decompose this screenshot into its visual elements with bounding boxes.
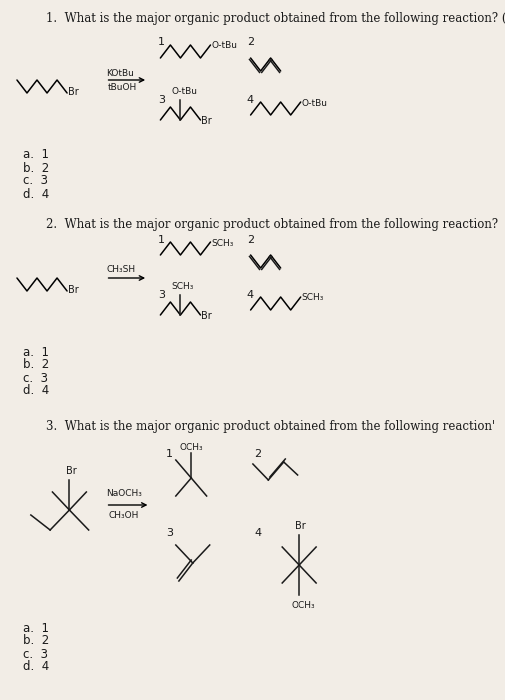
Text: d.  4: d. 4 [23,661,49,673]
Text: c.  3: c. 3 [23,174,48,188]
Text: 2: 2 [247,235,254,245]
Text: Br: Br [66,466,76,476]
Text: 4: 4 [247,290,254,300]
Text: Br: Br [201,311,212,321]
Text: c.  3: c. 3 [23,372,48,384]
Text: Br: Br [68,87,79,97]
Text: CH₃OH: CH₃OH [109,512,139,521]
Text: OCH₃: OCH₃ [291,601,315,610]
Text: 2: 2 [255,449,262,459]
Text: tBuOH: tBuOH [108,83,137,92]
Text: NaOCH₃: NaOCH₃ [107,489,142,498]
Text: 3: 3 [158,290,165,300]
Text: O-tBu: O-tBu [171,87,197,96]
Text: 1: 1 [166,449,173,459]
Text: O-tBu: O-tBu [301,99,327,108]
Text: CH₃SH: CH₃SH [107,265,135,274]
Text: d.  4: d. 4 [23,384,49,398]
Text: 2: 2 [247,37,254,47]
Text: KOtBu: KOtBu [107,69,134,78]
Text: 3: 3 [166,528,173,538]
Text: b.  2: b. 2 [23,358,49,372]
Text: d.  4: d. 4 [23,188,49,200]
Text: 4: 4 [255,528,262,538]
Text: 2.  What is the major organic product obtained from the following reaction?: 2. What is the major organic product obt… [46,218,498,231]
Text: 1: 1 [158,37,165,47]
Text: 1: 1 [158,235,165,245]
Text: SCH₃: SCH₃ [301,293,324,302]
Text: 3.  What is the major organic product obtained from the following reaction': 3. What is the major organic product obt… [46,420,495,433]
Text: a.  1: a. 1 [23,622,49,634]
Text: 3: 3 [158,95,165,105]
Text: 4: 4 [247,95,254,105]
Text: a.  1: a. 1 [23,346,49,358]
Text: a.  1: a. 1 [23,148,49,162]
Text: 1.  What is the major organic product obtained from the following reaction? (: 1. What is the major organic product obt… [46,12,505,25]
Text: SCH₃: SCH₃ [171,282,193,291]
Text: OCH₃: OCH₃ [179,442,203,452]
Text: O-tBu: O-tBu [211,41,237,50]
Text: c.  3: c. 3 [23,648,48,661]
Text: Br: Br [201,116,212,126]
Text: Br: Br [68,285,79,295]
Text: b.  2: b. 2 [23,634,49,648]
Text: b.  2: b. 2 [23,162,49,174]
Text: Br: Br [295,521,306,531]
Text: SCH₃: SCH₃ [211,239,234,248]
